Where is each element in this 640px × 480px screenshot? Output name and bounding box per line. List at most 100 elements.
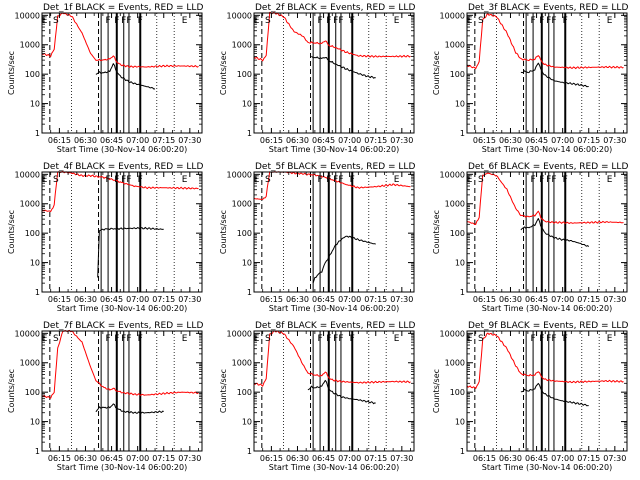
y-axis-label: Counts/sec: [7, 369, 16, 413]
y-axis-label: Counts/sec: [432, 51, 441, 95]
y-tick-label: 100: [25, 388, 40, 397]
flag-label: E: [182, 334, 188, 344]
x-tick-label: 07:00: [338, 454, 361, 463]
x-tick-label: 07:30: [390, 295, 413, 304]
events-series-line: [95, 63, 156, 90]
x-tick-label: 07:15: [364, 295, 387, 304]
flag-label: F: [563, 16, 568, 26]
flag-label: F: [317, 334, 322, 344]
x-axis-label: Start Time (30-Nov-14 06:00:20): [269, 463, 399, 472]
events-series-line: [520, 62, 589, 88]
x-axis-label: Start Time (30-Nov-14 06:00:20): [57, 463, 187, 472]
flag-label: S: [478, 16, 484, 26]
flag-label: F: [114, 334, 119, 344]
flag-label: S: [265, 334, 271, 344]
y-tick-label: 100: [237, 70, 252, 79]
x-tick-label: 07:00: [126, 136, 149, 145]
x-tick-label: 07:30: [603, 295, 626, 304]
x-axis-label: Start Time (30-Nov-14 06:00:20): [482, 304, 612, 313]
panel-title: Det_1f BLACK = Events, RED = LLD: [43, 3, 203, 13]
y-tick-label: 1: [35, 288, 40, 297]
x-tick-label: 07:00: [338, 295, 361, 304]
flag-label: E: [607, 175, 613, 185]
y-axis-label: Counts/sec: [7, 51, 16, 95]
flag-label: F: [326, 334, 331, 344]
flag-label: F: [126, 16, 131, 26]
y-tick-label: 1: [35, 447, 40, 456]
flag-label: E: [182, 175, 188, 185]
flag-label: F: [350, 334, 355, 344]
flag-label: F: [138, 16, 143, 26]
flag-label: F: [530, 175, 535, 185]
flag-label: F: [326, 175, 331, 185]
y-tick-label: 10: [242, 259, 252, 268]
flag-label: E: [607, 16, 613, 26]
y-tick-label: 1: [247, 288, 252, 297]
x-tick-label: 06:15: [260, 295, 283, 304]
panel-4: Det_4f BLACK = Events, RED = LLD 1 10 100 10…: [7, 162, 203, 313]
flag-label: F: [338, 334, 343, 344]
x-axis-label: Start Time (30-Nov-14 06:00:20): [269, 145, 399, 154]
x-tick-label: 06:45: [100, 136, 123, 145]
flag-label: E: [254, 175, 260, 185]
lld-series-line: [466, 13, 624, 70]
flag-label: F: [114, 175, 119, 185]
y-tick-label: 1000: [20, 41, 40, 50]
y-tick-label: 10: [455, 259, 465, 268]
panel-5: Det_5f BLACK = Events, RED = LLD 1 10 100 10…: [219, 162, 415, 313]
flag-label: S: [265, 175, 271, 185]
flag-label: E: [394, 16, 400, 26]
flag-label: F: [105, 175, 110, 185]
flag-label: F: [539, 16, 544, 26]
x-tick-label: 06:15: [48, 136, 71, 145]
y-axis-label: Counts/sec: [7, 210, 16, 254]
flag-label: S: [53, 175, 59, 185]
flag-label: F: [333, 16, 338, 26]
y-tick-label: 10: [455, 100, 465, 109]
y-axis-label: Counts/sec: [219, 369, 228, 413]
flag-label: F: [121, 175, 126, 185]
flag-label: F: [350, 16, 355, 26]
flag-label: E: [467, 334, 473, 344]
y-tick-label: 1000: [232, 200, 252, 209]
y-tick-label: 100: [25, 70, 40, 79]
flag-label: F: [551, 16, 556, 26]
x-tick-label: 07:30: [603, 136, 626, 145]
y-tick-label: 10000: [15, 11, 40, 20]
x-tick-label: 06:30: [499, 295, 522, 304]
flag-label: E: [42, 16, 48, 26]
x-tick-label: 06:30: [499, 136, 522, 145]
flag-label: F: [138, 334, 143, 344]
y-tick-label: 100: [450, 388, 465, 397]
x-tick-label: 07:15: [577, 295, 600, 304]
panel-8: Det_8f BLACK = Events, RED = LLD 1 10 100 10…: [219, 321, 415, 472]
y-tick-label: 10000: [227, 329, 252, 338]
x-axis-label: Start Time (30-Nov-14 06:00:20): [269, 304, 399, 313]
flag-label: F: [530, 334, 535, 344]
x-tick-label: 07:00: [551, 295, 574, 304]
panel-6: Det_6f BLACK = Events, RED = LLD 1 10 100 10…: [432, 162, 628, 313]
lld-series-line: [466, 332, 624, 389]
events-series-line: [312, 235, 376, 284]
panel-title: Det_3f BLACK = Events, RED = LLD: [468, 3, 628, 13]
flag-label: E: [607, 334, 613, 344]
y-tick-label: 1000: [20, 359, 40, 368]
flag-label: F: [138, 175, 143, 185]
y-tick-label: 10: [455, 418, 465, 427]
x-tick-label: 06:30: [286, 295, 309, 304]
x-tick-label: 07:15: [152, 454, 175, 463]
y-tick-label: 100: [237, 229, 252, 238]
x-tick-label: 07:00: [338, 136, 361, 145]
y-tick-label: 100: [450, 229, 465, 238]
x-tick-label: 07:15: [577, 454, 600, 463]
events-series-line: [95, 403, 164, 414]
x-tick-label: 06:45: [312, 454, 335, 463]
x-tick-label: 06:15: [48, 295, 71, 304]
flag-label: S: [53, 334, 59, 344]
flag-label: E: [42, 334, 48, 344]
plot-frame: [253, 330, 415, 452]
y-tick-label: 10: [242, 100, 252, 109]
y-tick-label: 10: [30, 259, 40, 268]
y-axis-label: Counts/sec: [219, 210, 228, 254]
y-tick-label: 10000: [440, 170, 465, 179]
